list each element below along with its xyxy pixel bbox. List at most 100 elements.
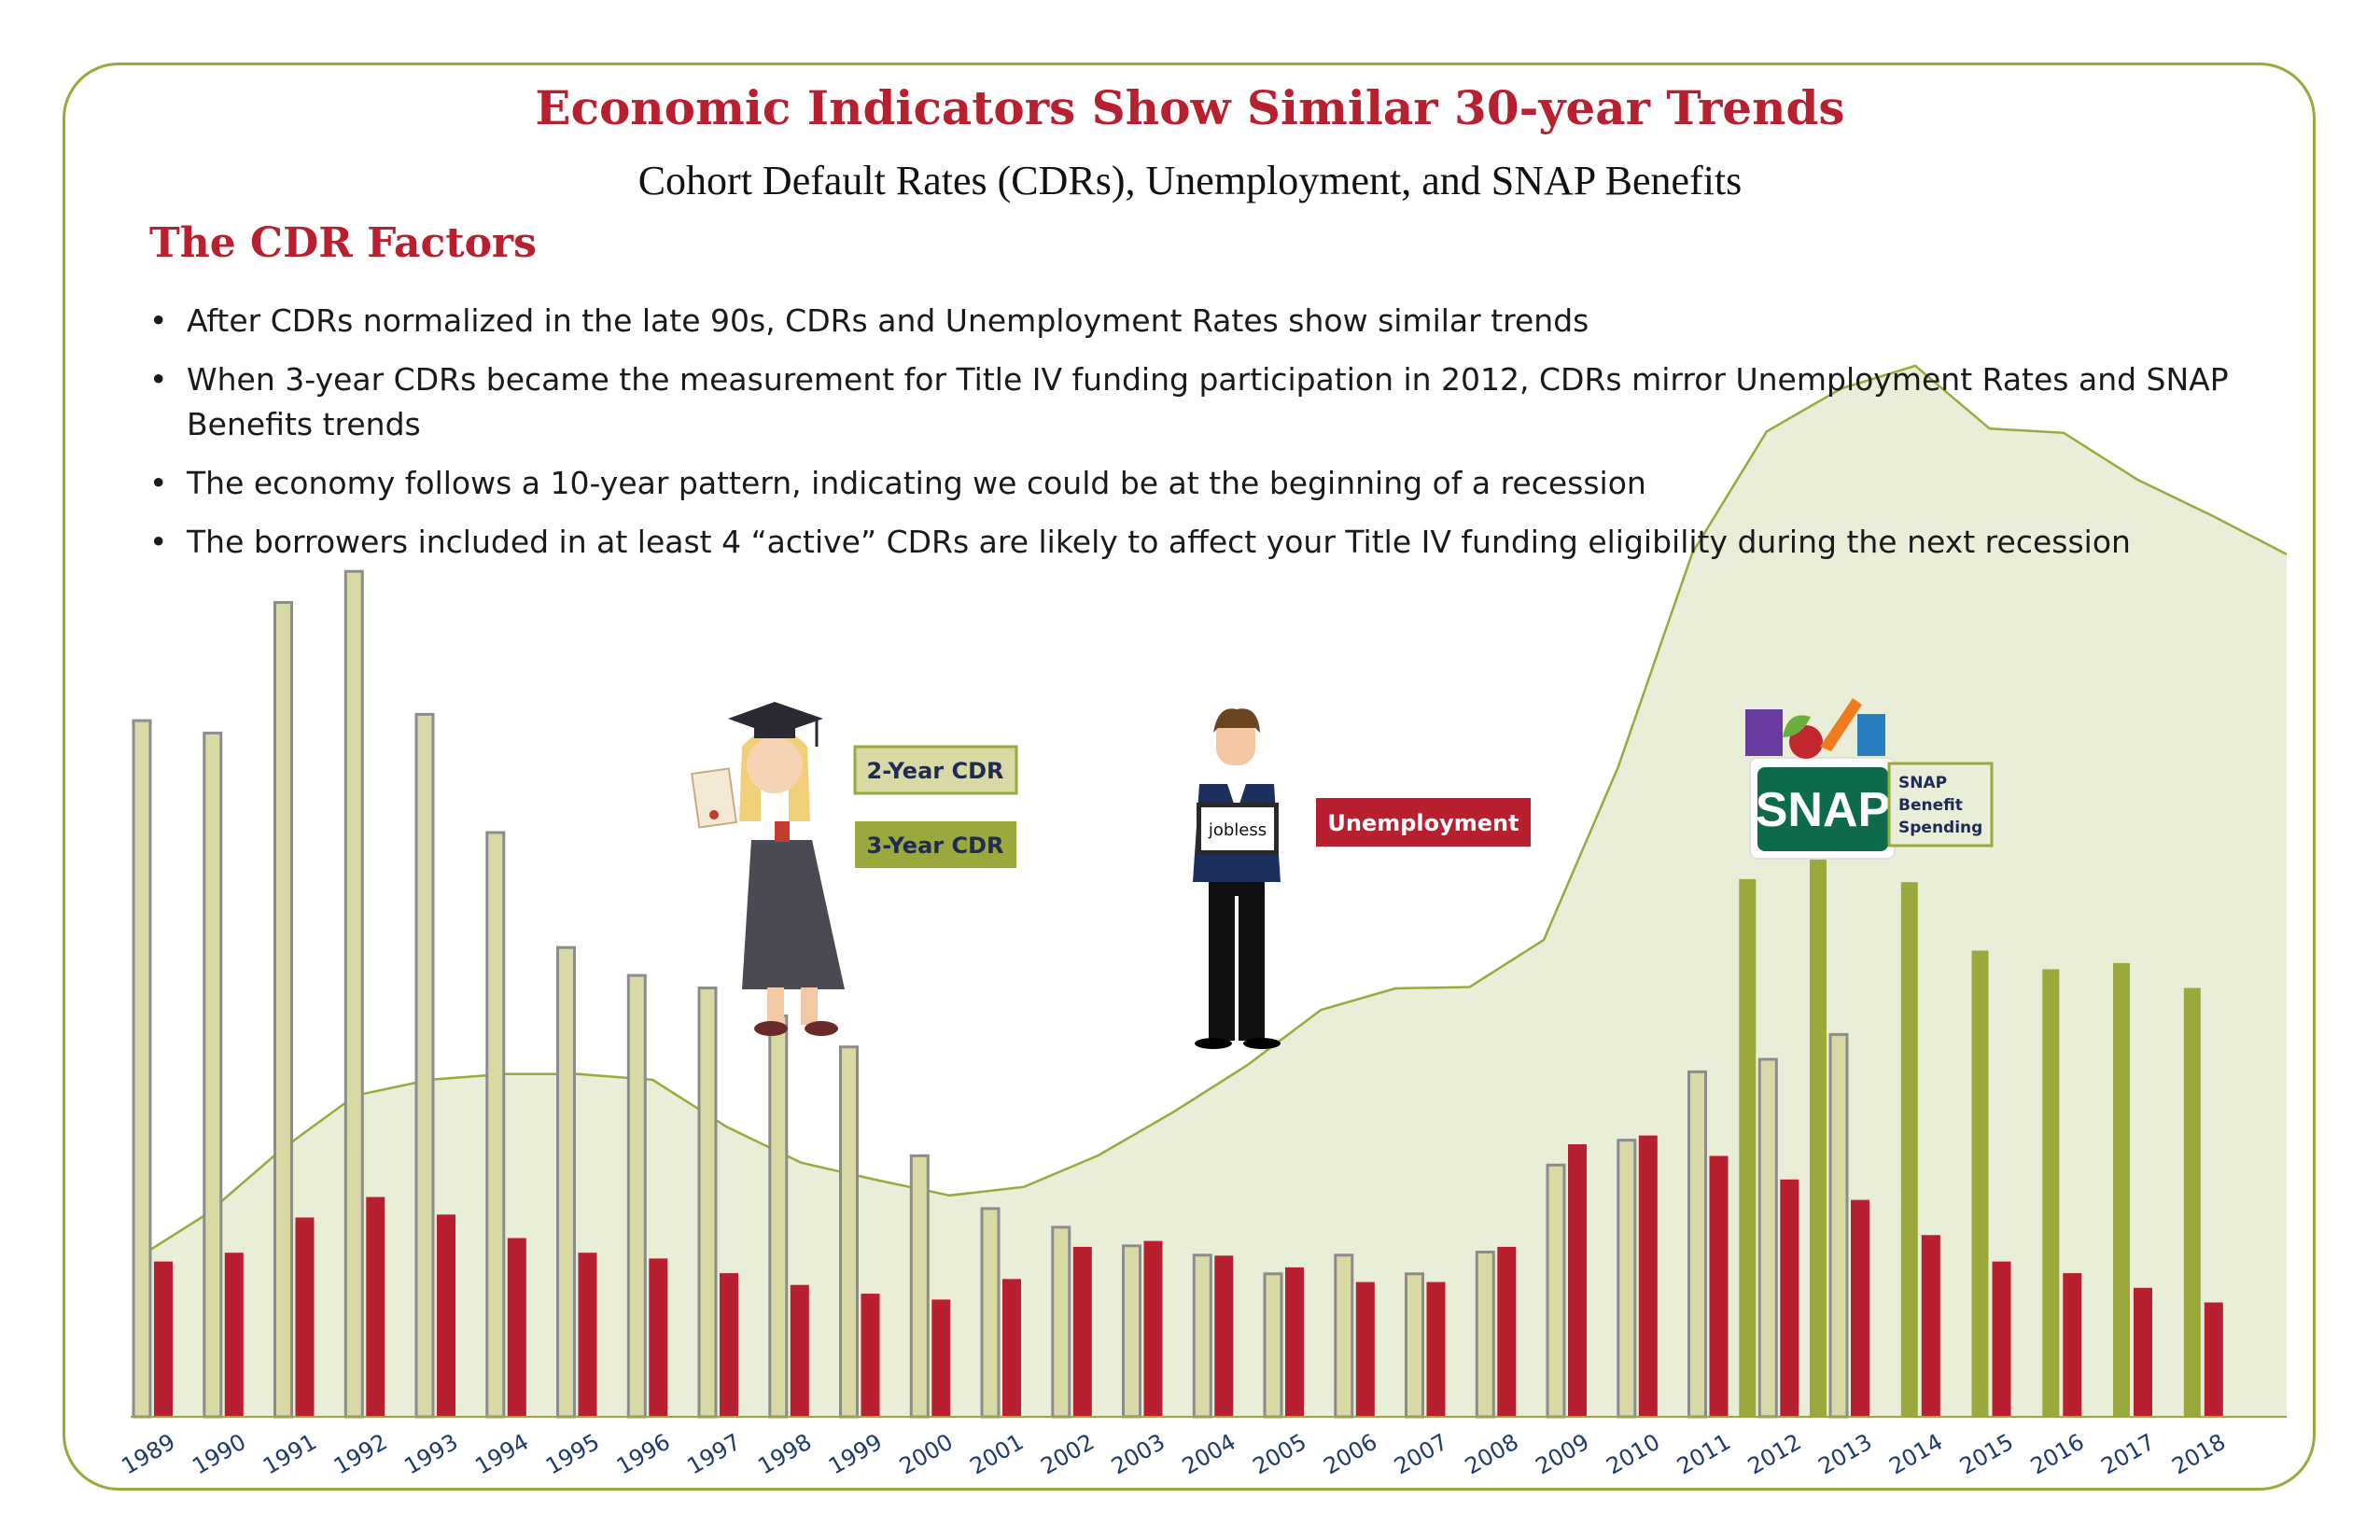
grocery-carrot-icon bbox=[1820, 698, 1862, 751]
cdr-2yr-bar bbox=[768, 1014, 789, 1419]
year-label: 2016 bbox=[2026, 1429, 2089, 1480]
cdr-3yr-bar bbox=[2042, 969, 2060, 1417]
unemployment-bar bbox=[649, 1258, 668, 1417]
bar-series-group bbox=[132, 569, 2223, 1419]
unemployment-bar bbox=[1002, 1279, 1021, 1417]
year-label: 1989 bbox=[118, 1429, 180, 1480]
graduate-shoe-right bbox=[805, 1021, 838, 1036]
cdr-2yr-bar bbox=[273, 601, 293, 1419]
man-hair bbox=[1213, 708, 1260, 733]
unemployment-bar bbox=[1638, 1135, 1658, 1417]
cdr-2yr-bar bbox=[343, 569, 364, 1419]
unemployment-bar bbox=[790, 1284, 809, 1417]
cdr-2yr-bar bbox=[556, 945, 576, 1419]
unemployment-bar bbox=[366, 1197, 385, 1417]
year-label: 1997 bbox=[683, 1429, 746, 1480]
cdr-3yr-bar bbox=[1739, 878, 1757, 1417]
legend-2yr-cdr-label: 2-Year CDR bbox=[867, 758, 1004, 784]
jobless-man-illustration: jobless bbox=[1193, 708, 1281, 1049]
cdr-2yr-bar bbox=[1051, 1225, 1071, 1419]
unemployment-bar bbox=[1851, 1199, 1869, 1417]
year-label: 1990 bbox=[188, 1429, 250, 1480]
unemployment-bar bbox=[1992, 1261, 2011, 1417]
cdr-2yr-bar bbox=[1828, 1032, 1849, 1419]
graduate-cap-base bbox=[754, 723, 795, 738]
legend-3yr-cdr-swatch bbox=[855, 821, 1016, 868]
unemployment-bar bbox=[224, 1253, 244, 1417]
diploma-icon bbox=[691, 767, 737, 829]
cdr-factor-bullet: The borrowers included in at least 4 “ac… bbox=[149, 520, 2277, 565]
graduate-sash bbox=[775, 821, 790, 842]
unemployment-bar bbox=[1921, 1235, 1940, 1417]
chart-subtitle: Cohort Default Rates (CDRs), Unemploymen… bbox=[637, 158, 1743, 203]
cdr-2yr-bar bbox=[1122, 1244, 1141, 1419]
cdr-3yr-bar bbox=[2113, 962, 2130, 1417]
unemployment-bar bbox=[861, 1294, 880, 1417]
year-label: 1996 bbox=[612, 1429, 675, 1480]
jobless-sign-face bbox=[1201, 807, 1274, 850]
year-label: 1998 bbox=[753, 1429, 816, 1480]
unemployment-bar bbox=[507, 1238, 526, 1417]
year-label: 1994 bbox=[470, 1429, 533, 1480]
unemployment-bar bbox=[2204, 1302, 2223, 1417]
cdr-2yr-bar bbox=[909, 1154, 930, 1419]
cdr-3yr-bar bbox=[1971, 950, 1989, 1417]
year-label: 2005 bbox=[1249, 1429, 1311, 1480]
year-label: 1999 bbox=[824, 1429, 887, 1480]
unemployment-bar bbox=[1780, 1179, 1799, 1417]
year-label: 2017 bbox=[2097, 1429, 2160, 1480]
unemployment-bar bbox=[720, 1273, 738, 1417]
year-labels-group: 1989 1990 1991 1992 1993 1994 1995 1996 1997 1998… bbox=[118, 1429, 2231, 1480]
unemployment-bar bbox=[154, 1261, 173, 1417]
snap-logo: SNAP bbox=[1745, 698, 1896, 860]
unemployment-bar bbox=[1426, 1281, 1446, 1417]
graduate-leg-right bbox=[801, 987, 818, 1025]
year-label: 2008 bbox=[1461, 1429, 1523, 1480]
year-label: 2010 bbox=[1602, 1429, 1664, 1480]
year-label: 2006 bbox=[1319, 1429, 1381, 1480]
year-label: 2002 bbox=[1036, 1429, 1099, 1480]
legend-unemployment-label: Unemployment bbox=[1327, 810, 1519, 836]
year-label: 1991 bbox=[259, 1429, 321, 1480]
cdr-2yr-bar bbox=[1546, 1163, 1566, 1419]
year-label: 2004 bbox=[1178, 1429, 1240, 1480]
cdr-2yr-bar bbox=[1475, 1251, 1495, 1419]
man-shoe-left bbox=[1195, 1038, 1232, 1049]
man-shoe-right bbox=[1243, 1038, 1281, 1049]
jobless-sign-text: jobless bbox=[1208, 820, 1267, 840]
legend-2yr-cdr-swatch bbox=[853, 745, 1018, 795]
unemployment-bar bbox=[295, 1217, 315, 1417]
cdr-factor-bullet: When 3-year CDRs became the measurement … bbox=[149, 357, 2277, 447]
grocery-leaf-icon bbox=[1783, 715, 1811, 737]
year-label: 2015 bbox=[1955, 1429, 2018, 1480]
unemployment-bar bbox=[1709, 1155, 1729, 1417]
cdr-2yr-bar bbox=[626, 973, 647, 1419]
unemployment-bar bbox=[1072, 1246, 1092, 1417]
year-label: 2000 bbox=[895, 1429, 958, 1480]
grocery-box-icon bbox=[1745, 709, 1783, 756]
cdr-2yr-bar bbox=[1263, 1272, 1283, 1419]
year-label: 2001 bbox=[966, 1429, 1029, 1480]
cdr-factors-list: After CDRs normalized in the late 90s, C… bbox=[149, 299, 2277, 579]
cdr-2yr-bar bbox=[1192, 1253, 1212, 1419]
chart-title: Economic Indicators Show Similar 30-year… bbox=[535, 80, 1845, 135]
cdr-3yr-bar bbox=[2183, 987, 2201, 1417]
year-label: 1995 bbox=[541, 1429, 604, 1480]
man-shirt bbox=[1227, 784, 1246, 812]
unemployment-bar bbox=[437, 1214, 455, 1417]
legend-3yr-cdr-label: 3-Year CDR bbox=[867, 833, 1004, 859]
cdr-factors-heading: The CDR Factors bbox=[149, 219, 537, 267]
snap-logo-text: SNAP bbox=[1756, 783, 1890, 837]
year-label: 2012 bbox=[1743, 1429, 1806, 1480]
unemployment-bar bbox=[1214, 1255, 1234, 1417]
unemployment-bar bbox=[1355, 1281, 1375, 1417]
unemployment-bar bbox=[2134, 1287, 2152, 1417]
unemployment-bar bbox=[578, 1253, 597, 1417]
cdr-3yr-bar bbox=[1900, 882, 1918, 1417]
cdr-2yr-bar bbox=[203, 731, 223, 1419]
legend-unemployment-swatch bbox=[1316, 798, 1531, 847]
unemployment-bar bbox=[1568, 1144, 1587, 1417]
cdr-2yr-bar bbox=[1757, 1057, 1778, 1419]
unemployment-bar bbox=[2063, 1273, 2082, 1417]
